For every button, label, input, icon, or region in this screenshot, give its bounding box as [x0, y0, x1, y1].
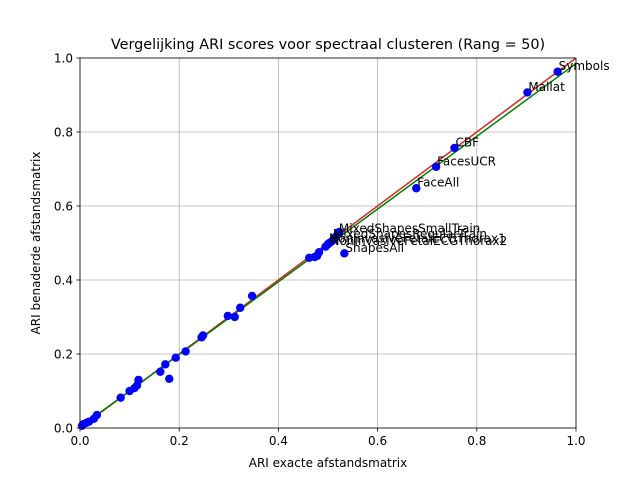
y-tick-label: 0.2: [54, 347, 73, 361]
data-point: [198, 331, 208, 340]
data-point: [165, 374, 174, 383]
y-tick-label: 0.0: [54, 421, 73, 435]
point-annotation: Symbols: [559, 59, 610, 73]
point-annotation: CBF: [455, 135, 479, 149]
data-point: [236, 303, 245, 312]
data-point: [134, 375, 143, 385]
data-point: [156, 367, 165, 376]
data-point: [412, 184, 421, 193]
data-point: [335, 227, 344, 237]
data-point: [523, 88, 532, 97]
point-annotation: FacesUCR: [437, 154, 496, 168]
x-tick-label: 0.2: [170, 434, 189, 448]
data-point: [450, 143, 459, 153]
point-annotation: MixedShapesRegularTrain: [333, 227, 487, 241]
x-tick-label: 0.0: [70, 434, 89, 448]
x-tick-label: 0.6: [368, 434, 387, 448]
y-tick-label: 0.8: [54, 125, 73, 139]
data-point: [116, 393, 125, 402]
data-point: [161, 360, 170, 369]
point-annotation: NonInvasiveFetalECGThorax1: [329, 232, 506, 246]
data-point: [230, 312, 239, 322]
data-point: [92, 410, 102, 420]
data-point: [223, 311, 233, 321]
axis-ticks: 0.0 0.2 0.4 0.6 0.8 1.0 0.0 0.2 0.4 0.6 0.8 1.0: [54, 51, 586, 448]
data-point: [431, 162, 441, 171]
y-tick-label: 0.4: [54, 273, 73, 287]
data-point: [247, 291, 257, 301]
y-tick-label: 0.6: [54, 199, 73, 213]
data-point: [181, 347, 190, 356]
data-point: [314, 248, 324, 257]
point-annotation: MixedShapesSmallTrain: [339, 221, 480, 235]
chart-title: Vergelijking ARI scores voor spectraal c…: [111, 37, 545, 53]
data-point: [171, 353, 180, 362]
data-point: [553, 67, 562, 76]
x-tick-label: 0.8: [467, 434, 486, 448]
data-point: [340, 249, 349, 258]
plot-frame: [79, 57, 577, 429]
x-tick-label: 1.0: [566, 434, 585, 448]
y-axis-label: ARI benaderde afstandsmatrix: [29, 152, 43, 335]
point-annotation: ShapesAll: [345, 241, 404, 255]
point-annotation: NonInvasiveFetalECGThorax2: [330, 234, 507, 248]
y-tick-label: 1.0: [54, 51, 73, 65]
x-axis-label: ARI exacte afstandsmatrix: [249, 456, 408, 470]
point-annotation: FaceAll: [417, 176, 459, 190]
data-points: [77, 67, 562, 430]
x-tick-label: 0.4: [269, 434, 288, 448]
point-annotation: Mallat: [528, 80, 565, 94]
point-annotations: Symbols Mallat CBF FacesUCR FaceAll MixedShap…: [329, 59, 610, 255]
